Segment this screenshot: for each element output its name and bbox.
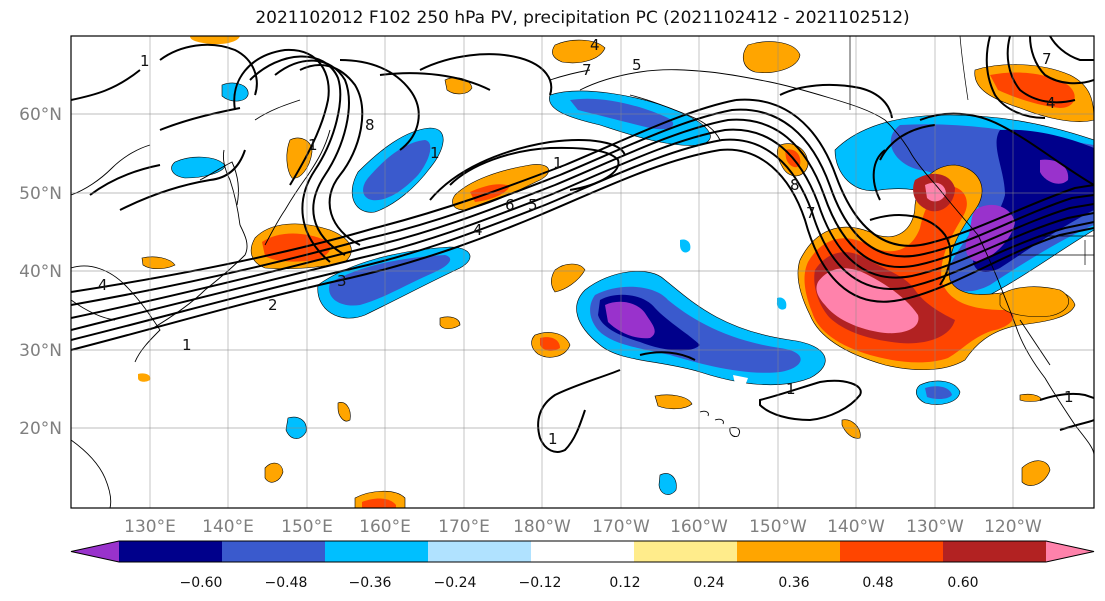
lon-label: 140°E xyxy=(202,517,254,537)
colorbar-segment xyxy=(531,541,635,562)
contour-label: 4 xyxy=(473,221,483,239)
colorbar-segment xyxy=(943,541,1047,562)
contour-label: 5 xyxy=(632,56,642,74)
colorbar xyxy=(70,540,1095,563)
contour-label: 7 xyxy=(1042,50,1052,68)
colorbar-segment xyxy=(634,541,738,562)
lat-label-60n: 60°N xyxy=(19,105,62,125)
graticule xyxy=(71,36,1094,508)
colorbar-segment xyxy=(325,541,429,562)
longitude-labels: 130°E 140°E 150°E 160°E 170°E 180°W 170°… xyxy=(124,517,1042,537)
colorbar-tick-label: −0.60 xyxy=(180,575,223,591)
lat-label-30n: 30°N xyxy=(19,341,62,361)
contour-label: 3 xyxy=(337,272,347,290)
contour-label: 2 xyxy=(268,296,278,314)
lon-label: 130°E xyxy=(124,517,176,537)
coastlines xyxy=(71,36,1094,508)
colorbar-tick-label: 0.60 xyxy=(947,575,978,591)
contour-label: 8 xyxy=(790,176,800,194)
contour-label: 4 xyxy=(590,36,600,54)
lon-label: 150°W xyxy=(749,517,807,537)
lon-label: 120°W xyxy=(984,517,1042,537)
pv-contours xyxy=(71,36,1094,453)
lon-label: 160°W xyxy=(670,517,728,537)
colorbar-tick-label: −0.12 xyxy=(519,575,562,591)
lat-label-40n: 40°N xyxy=(19,262,62,282)
contour-label: 1 xyxy=(308,136,318,154)
lon-label: 140°W xyxy=(827,517,885,537)
colorbar-outline xyxy=(70,540,1095,563)
colorbar-tick-label: 0.24 xyxy=(693,575,724,591)
contour-label: 1 xyxy=(1064,388,1074,406)
precipitation-shading xyxy=(138,36,1094,508)
colorbar-tick-label: −0.36 xyxy=(349,575,392,591)
contour-label: 7 xyxy=(582,61,592,79)
colorbar-tick-label: 0.48 xyxy=(862,575,893,591)
lon-label: 150°E xyxy=(281,517,333,537)
colorbar-segment xyxy=(737,541,841,562)
colorbar-extend-high xyxy=(1046,541,1094,562)
contour-labels: 1 2 3 4 5 6 7 8 1 1 1 1 4 5 7 8 4 1 1 1 … xyxy=(98,36,1074,448)
lon-label: 180°W xyxy=(513,517,571,537)
colorbar-segment xyxy=(222,541,326,562)
contour-label: 7 xyxy=(806,204,816,222)
colorbar-extend-low xyxy=(71,541,119,562)
colorbar-segment xyxy=(840,541,944,562)
contour-label: 5 xyxy=(528,196,538,214)
lat-label-50n: 50°N xyxy=(19,184,62,204)
latitude-labels: 60°N 50°N 40°N 30°N 20°N xyxy=(19,105,62,439)
colorbar-tick-labels: −0.60 −0.48 −0.36 −0.24 −0.12 0.12 0.24 … xyxy=(180,575,979,591)
contour-label: 1 xyxy=(430,144,440,162)
contour-label: 4 xyxy=(1046,94,1056,112)
contour-label: 8 xyxy=(365,116,375,134)
lat-label-20n: 20°N xyxy=(19,419,62,439)
colorbar-segment xyxy=(119,541,223,562)
colorbar-tick-label: −0.48 xyxy=(265,575,308,591)
contour-label: 4 xyxy=(98,276,108,294)
map-title: 2021102012 F102 250 hPa PV, precipitatio… xyxy=(255,8,910,28)
lon-label: 130°W xyxy=(906,517,964,537)
contour-label: 1 xyxy=(140,52,150,70)
lon-label: 170°E xyxy=(438,517,490,537)
lon-label: 160°E xyxy=(359,517,411,537)
colorbar-tick-label: 0.36 xyxy=(778,575,809,591)
colorbar-tick-label: 0.12 xyxy=(609,575,640,591)
contour-label: 6 xyxy=(505,196,515,214)
contour-label: 1 xyxy=(786,380,796,398)
lon-label: 170°W xyxy=(592,517,650,537)
contour-label: 1 xyxy=(548,430,558,448)
contour-label: 1 xyxy=(182,336,192,354)
colorbar-segment xyxy=(428,541,532,562)
colorbar-tick-label: −0.24 xyxy=(434,575,477,591)
contour-label: 1 xyxy=(553,154,563,172)
map-frame xyxy=(70,35,1095,509)
